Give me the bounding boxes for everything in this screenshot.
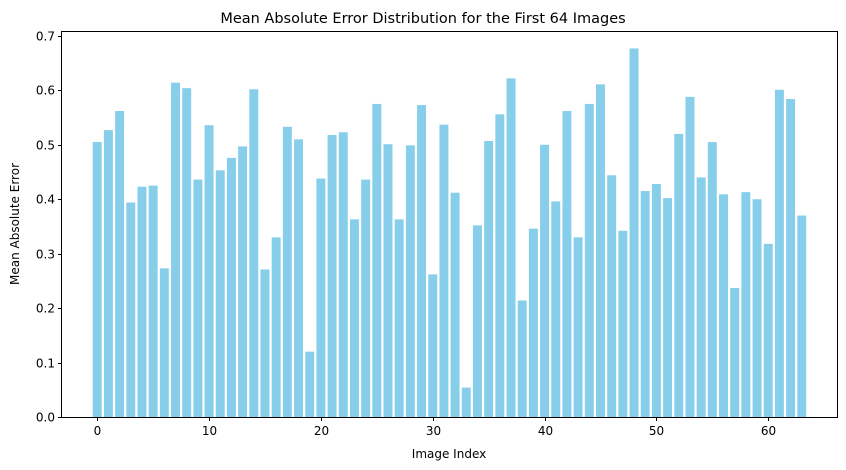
y-tick-label: 0.2	[36, 302, 55, 316]
bar-54	[696, 177, 706, 417]
x-axis-ticks: 0 10 20 30 40 50 60	[94, 417, 776, 438]
bar-13	[238, 146, 248, 418]
bar-4	[137, 186, 147, 417]
bar-36	[495, 114, 505, 418]
bar-5	[148, 185, 158, 417]
bar-48	[629, 48, 639, 418]
bar-11	[215, 170, 225, 417]
bar-29	[417, 105, 427, 417]
y-tick-label: 0.0	[36, 411, 55, 425]
x-tick-label: 20	[314, 424, 329, 438]
bar-49	[640, 191, 650, 417]
bar-9	[193, 179, 203, 417]
bar-21	[327, 134, 337, 418]
bar-10	[204, 125, 214, 417]
bar-52	[674, 133, 684, 417]
x-tick-label: 60	[761, 424, 776, 438]
bar-33	[461, 387, 471, 417]
x-tick-label: 40	[538, 424, 553, 438]
bar-22	[338, 132, 348, 417]
bar-56	[719, 194, 728, 417]
bars-group	[92, 48, 807, 418]
x-tick-label: 50	[649, 424, 664, 438]
bar-35	[484, 140, 494, 417]
bar-28	[405, 145, 415, 417]
bar-2	[115, 111, 125, 417]
bar-0	[92, 142, 102, 417]
bar-27	[394, 219, 404, 417]
bar-53	[685, 96, 695, 417]
bar-24	[361, 179, 371, 417]
y-tick-label: 0.4	[36, 193, 55, 207]
bar-16	[271, 237, 281, 417]
y-tick-label: 0.6	[36, 84, 55, 98]
bar-58	[741, 192, 751, 417]
bar-14	[249, 89, 259, 417]
bar-17	[282, 126, 292, 417]
bar-62	[786, 99, 796, 418]
bar-19	[305, 351, 315, 417]
bar-15	[260, 269, 270, 417]
bar-1	[103, 130, 113, 417]
bar-63	[797, 215, 807, 417]
bar-34	[472, 225, 482, 417]
bar-37	[506, 78, 516, 418]
bar-30	[428, 274, 438, 417]
bar-40	[540, 144, 550, 418]
bar-3	[126, 202, 136, 417]
x-tick-label: 30	[426, 424, 441, 438]
y-tick-label: 0.1	[36, 357, 55, 371]
bar-57	[730, 287, 740, 417]
plot-frame	[61, 31, 838, 418]
bar-60	[763, 243, 773, 417]
bar-8	[182, 88, 192, 418]
bar-42	[562, 111, 572, 417]
bar-46	[607, 175, 617, 417]
bar-41	[551, 201, 561, 417]
y-tick-label: 0.5	[36, 139, 55, 153]
bar-7	[171, 82, 180, 417]
bar-47	[618, 230, 628, 417]
bar-50	[651, 183, 661, 417]
bar-18	[294, 139, 303, 417]
y-tick-label: 0.7	[36, 30, 55, 44]
bar-59	[752, 199, 762, 417]
bar-6	[159, 268, 169, 417]
bar-39	[528, 228, 538, 417]
x-tick-label: 0	[94, 424, 102, 438]
bar-55	[707, 142, 717, 417]
bar-12	[226, 157, 236, 417]
bar-23	[349, 219, 359, 417]
bar-31	[439, 124, 449, 417]
bar-45	[596, 84, 605, 417]
bar-51	[663, 198, 673, 417]
bar-25	[372, 103, 382, 417]
y-axis-ticks: 0.0 0.1 0.2 0.3 0.4 0.5 0.6 0.7	[36, 30, 62, 425]
bar-32	[450, 192, 460, 417]
bar-20	[316, 178, 326, 417]
bar-61	[774, 89, 784, 418]
x-tick-label: 10	[202, 424, 217, 438]
y-axis-label: Mean Absolute Error	[8, 163, 22, 285]
bar-38	[517, 300, 527, 417]
bar-44	[584, 103, 594, 417]
x-axis-label: Image Index	[412, 447, 486, 461]
chart-title: Mean Absolute Error Distribution for the…	[220, 11, 625, 27]
y-tick-label: 0.3	[36, 248, 55, 262]
bar-43	[573, 237, 583, 417]
bar-26	[383, 144, 393, 418]
